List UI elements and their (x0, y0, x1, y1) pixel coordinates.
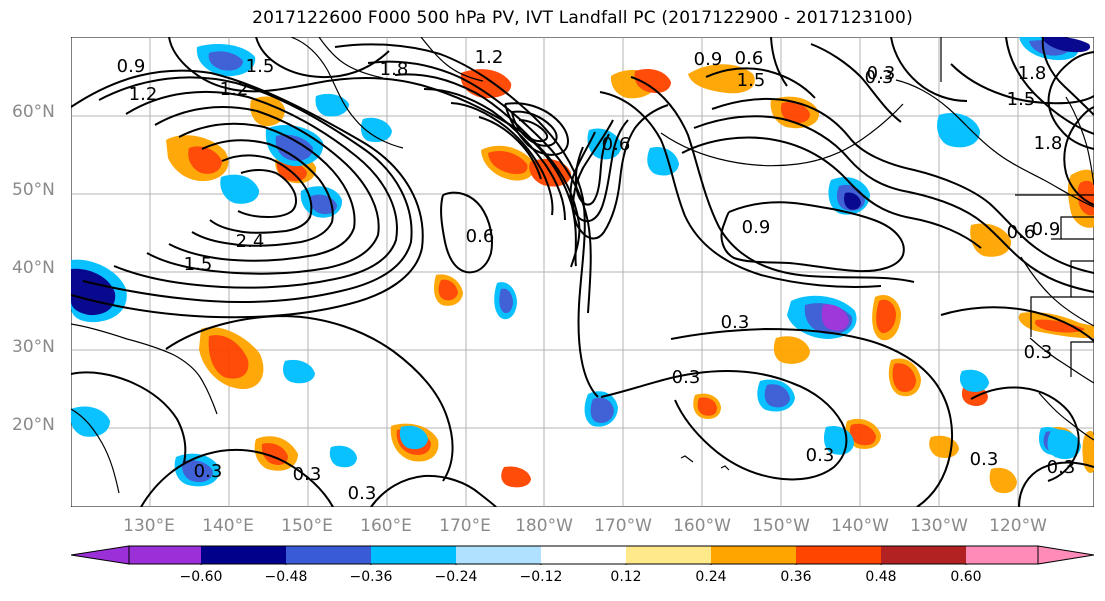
latitude-label: 40°N (12, 258, 55, 278)
contour-label: 0.3 (672, 367, 701, 388)
contour-label: 2.4 (236, 231, 265, 252)
contour-label: 1.2 (220, 79, 249, 100)
contour-label: 1.8 (1034, 133, 1063, 154)
longitude-label: 150°W (752, 516, 810, 536)
contour-label: 0.3 (806, 445, 835, 466)
longitude-label: 140°E (202, 516, 254, 536)
contour-label: 0.9 (742, 217, 771, 238)
colorbar-tick-label: −0.36 (349, 569, 393, 585)
contour-label: 0.3 (865, 67, 894, 88)
longitude-label: 120°W (989, 516, 1047, 536)
contour-label: 1.8 (380, 59, 409, 80)
colorbar-tick-label: −0.12 (519, 569, 563, 585)
contour-label: 0.6 (466, 226, 495, 247)
contour-label: 1.2 (475, 47, 504, 68)
contour-label: 0.9 (1032, 219, 1061, 240)
contour-label: 0.6 (1007, 222, 1036, 243)
contour-label: 0.3 (293, 464, 322, 485)
colorbar-tick-label: −0.48 (264, 569, 308, 585)
colorbar-tick-label: 0.24 (695, 569, 727, 585)
latitude-label: 20°N (12, 415, 55, 435)
colorbar-tick-label: −0.24 (434, 569, 478, 585)
colorbar-bin (371, 546, 456, 564)
colorbar-bin (796, 546, 881, 564)
longitude-label: 170°W (594, 516, 652, 536)
ivt-contours (71, 37, 1094, 507)
contour-label: 0.3 (721, 312, 750, 333)
contour-label: 0.6 (735, 48, 764, 69)
contour-label: 0.3 (348, 483, 377, 504)
colorbar-bin (881, 546, 966, 564)
map-title: 2017122600 F000 500 hPa PV, IVT Landfall… (252, 8, 913, 28)
latitude-label: 60°N (12, 102, 55, 122)
contour-label: 0.3 (1047, 457, 1076, 478)
colorbar-tick-label: 0.60 (950, 569, 982, 585)
colorbar-bin (966, 546, 1038, 564)
colorbar-bin (711, 546, 796, 564)
colorbar-bin (626, 546, 711, 564)
longitude-label: 160°W (673, 516, 731, 536)
contour-label: 1.8 (1018, 63, 1047, 84)
colorbar-tick-label: −0.60 (179, 569, 223, 585)
coastlines (71, 37, 1094, 494)
contour-label: 1.5 (1007, 89, 1036, 110)
longitude-label: 170°E (439, 516, 491, 536)
colorbar (71, 545, 1094, 565)
longitude-label: 150°E (281, 516, 333, 536)
colorbar-low-extend (71, 545, 130, 565)
colorbar-high-extend (1037, 545, 1094, 565)
contour-label: 0.9 (694, 49, 723, 70)
colorbar-tick-label: 0.36 (780, 569, 812, 585)
contour-label: 0.3 (1024, 342, 1053, 363)
colorbar-bin (129, 546, 201, 564)
colorbar-bin (541, 546, 626, 564)
longitude-label: 130°W (910, 516, 968, 536)
contour-label: 0.6 (602, 134, 631, 155)
colorbar-bin (456, 546, 541, 564)
contour-label: 0.9 (117, 56, 146, 77)
contour-label: 1.2 (129, 84, 158, 105)
colorbar-bin (201, 546, 286, 564)
colorbar-tick-label: 0.12 (610, 569, 642, 585)
contour-label-group: 0.9 1.2 1.5 1.8 1.2 1.2 1.8 1.5 0.9 0.6 … (117, 47, 1076, 504)
pv-anomaly-fill (71, 37, 1094, 494)
contour-label: 1.5 (246, 56, 275, 77)
contour-label: 0.3 (867, 63, 896, 84)
longitude-label: 130°E (123, 516, 175, 536)
longitude-label: 160°E (360, 516, 412, 536)
colorbar-bin (286, 546, 371, 564)
latitude-label: 50°N (12, 180, 55, 200)
contour-label: 1.5 (737, 70, 766, 91)
latitude-label: 30°N (12, 337, 55, 357)
longitude-label: 140°W (831, 516, 889, 536)
contour-label: 1.5 (184, 254, 213, 275)
contour-label: 0.3 (194, 461, 223, 482)
contour-label: 0.3 (970, 449, 999, 470)
colorbar-tick-label: 0.48 (865, 569, 897, 585)
longitude-label: 180°W (515, 516, 573, 536)
map-plot: 0.9 1.2 1.5 1.8 1.2 1.2 1.8 1.5 0.9 0.6 … (71, 37, 1094, 507)
